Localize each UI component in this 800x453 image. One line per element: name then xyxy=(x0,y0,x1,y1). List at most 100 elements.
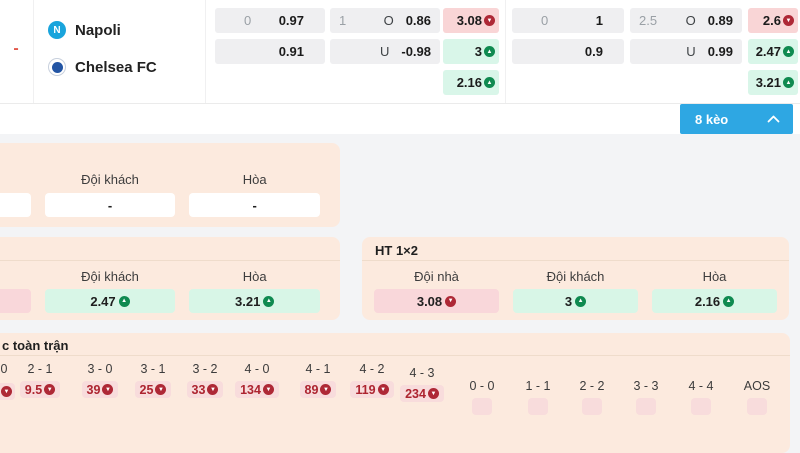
score-option[interactable]: 4 - 4 xyxy=(679,379,723,416)
score-option[interactable]: 1 - 1 xyxy=(516,379,560,416)
trend-down-icon xyxy=(783,15,794,26)
match-status-dash: - xyxy=(13,40,19,57)
odds-cell-draw[interactable]: 3.21 xyxy=(189,289,321,313)
score-odds-chip xyxy=(746,398,768,415)
score-option[interactable]: 4 - 1 89 xyxy=(296,362,340,399)
odds-cell-draw[interactable]: 2.16 xyxy=(652,289,777,313)
score-odds-chip xyxy=(527,398,549,415)
trend-down-icon xyxy=(427,388,439,399)
odds-cell-1x2-home[interactable]: 3.08 xyxy=(443,8,499,33)
score-label: 0 - 0 xyxy=(469,379,495,393)
odds-cell-under2[interactable]: U 0.99 xyxy=(630,39,742,64)
header-away: Đội khách xyxy=(546,269,605,284)
trend-up-icon xyxy=(263,295,275,307)
odds-value: 39 xyxy=(86,382,101,397)
score-odds-chip: 234 xyxy=(400,385,444,402)
handicap-line: 0 xyxy=(541,13,549,28)
trend-down-icon xyxy=(445,295,457,307)
trend-down-icon xyxy=(207,384,219,395)
odds-value: 89 xyxy=(304,382,319,397)
odds-value: 3.08 xyxy=(456,13,482,28)
score-option[interactable]: 3 - 2 33 xyxy=(183,362,227,399)
odds-cell-draw[interactable]: - xyxy=(189,193,321,217)
trend-up-icon xyxy=(783,46,794,57)
team-away[interactable]: Chelsea FC xyxy=(48,58,157,76)
score-option[interactable]: 3 - 0 39 xyxy=(78,362,122,399)
score-label: 2 - 2 xyxy=(579,379,605,393)
odds-cell-1x2b-home[interactable]: 2.6 xyxy=(748,8,798,33)
score-option[interactable]: 3 - 1 25 xyxy=(131,362,175,399)
panel-cells: 3.08 3 2.16 xyxy=(374,289,777,313)
odds-cell-away[interactable]: 2.47 xyxy=(44,289,176,313)
score-label: 1 - 1 xyxy=(525,379,551,393)
score-option[interactable]: 2 - 1 9.5 xyxy=(18,362,62,399)
score-option[interactable]: 3 - 3 xyxy=(624,379,668,416)
score-odds-chip: 33 xyxy=(186,381,224,398)
odds-value: -0.98 xyxy=(401,44,431,59)
keo-count-toggle-button[interactable]: 8 kèo xyxy=(680,104,793,134)
team-away-name: Chelsea FC xyxy=(75,58,157,76)
handicap-line: 0 xyxy=(244,13,252,28)
markets-toggle-row: 8 kèo xyxy=(0,104,800,134)
score-option[interactable]: 0 xyxy=(0,362,26,400)
odds-cell-away[interactable]: - xyxy=(44,193,176,217)
score-label: 3 - 1 xyxy=(140,362,166,376)
trend-down-icon xyxy=(320,384,332,395)
score-odds-chip: 25 xyxy=(134,381,172,398)
score-odds-chip: 39 xyxy=(81,381,119,398)
panel-headers: Đội nhà Đội khách Hòa xyxy=(0,269,320,284)
odds-cell-handicap2-away[interactable]: 0.9 xyxy=(512,39,624,64)
panel-title: c toàn trận xyxy=(2,338,69,353)
odds-cell-home[interactable]: - xyxy=(0,193,31,217)
score-option[interactable]: 0 - 0 xyxy=(460,379,504,416)
score-option[interactable]: 4 - 0 134 xyxy=(235,362,279,399)
chevron-up-icon xyxy=(767,115,780,123)
score-label: 4 - 4 xyxy=(688,379,714,393)
trend-up-icon xyxy=(575,295,587,307)
odds-value: 33 xyxy=(191,382,206,397)
score-option[interactable]: 2 - 2 xyxy=(570,379,614,416)
score-label: 4 - 3 xyxy=(409,366,435,380)
score-label: 3 - 2 xyxy=(192,362,218,376)
header-draw: Hòa xyxy=(702,269,727,284)
odds-cell-handicap2-home[interactable]: 0 1 xyxy=(512,8,624,33)
trend-down-icon xyxy=(155,384,167,395)
trend-down-icon xyxy=(484,15,495,26)
odds-value: 0.99 xyxy=(707,44,733,59)
odds-value: 9.5 xyxy=(24,382,43,397)
over-label: O xyxy=(685,13,696,28)
odds-value: 0.86 xyxy=(405,13,431,28)
odds-cell-over[interactable]: 1 O 0.86 xyxy=(330,8,440,33)
odds-cell-1x2-draw[interactable]: 2.16 xyxy=(443,70,499,95)
panel-title-rule: c toàn trận xyxy=(0,333,790,356)
score-option[interactable]: AOS xyxy=(735,379,779,416)
odds-cell-1x2b-away[interactable]: 2.47 xyxy=(748,39,798,64)
team-home[interactable]: N Napoli xyxy=(48,21,121,39)
odds-value: 1 xyxy=(595,13,603,28)
panel-ht-1x2: HT 1×2 Đội nhà Đội khách Hòa 3.08 3 2.16 xyxy=(362,237,789,320)
odds-cell-1x2-away[interactable]: 3 xyxy=(443,39,499,64)
score-option[interactable]: 4 - 3 234 xyxy=(400,366,444,403)
score-label: 3 - 0 xyxy=(87,362,113,376)
odds-cell-handicap-away[interactable]: 0.91 xyxy=(215,39,325,64)
trend-down-icon xyxy=(377,384,389,395)
odds-cell-home[interactable]: 3.08 xyxy=(374,289,499,313)
odds-value: 2.47 xyxy=(90,293,116,309)
trend-up-icon xyxy=(783,77,794,88)
odds-value: 0.97 xyxy=(278,13,304,28)
odds-cell-home[interactable] xyxy=(0,289,31,313)
odds-cell-away[interactable]: 3 xyxy=(513,289,638,313)
odds-cell-handicap-home[interactable]: 0 0.97 xyxy=(215,8,325,33)
score-option[interactable]: 4 - 2 119 xyxy=(350,362,394,399)
header-home: Đội nhà xyxy=(414,269,459,284)
score-label: 4 - 2 xyxy=(359,362,385,376)
odds-value: 134 xyxy=(240,382,261,397)
odds-cell-1x2b-draw[interactable]: 3.21 xyxy=(748,70,798,95)
odds-cell-over2[interactable]: 2.5 O 0.89 xyxy=(630,8,742,33)
divider xyxy=(33,0,34,103)
odds-cell-under[interactable]: U -0.98 xyxy=(330,39,440,64)
score-odds-chip: 9.5 xyxy=(19,381,61,398)
over-label: O xyxy=(383,13,394,28)
panel-headers: Đội nhà Đội khách Hòa xyxy=(374,269,777,284)
header-away: Đội khách xyxy=(81,269,139,284)
